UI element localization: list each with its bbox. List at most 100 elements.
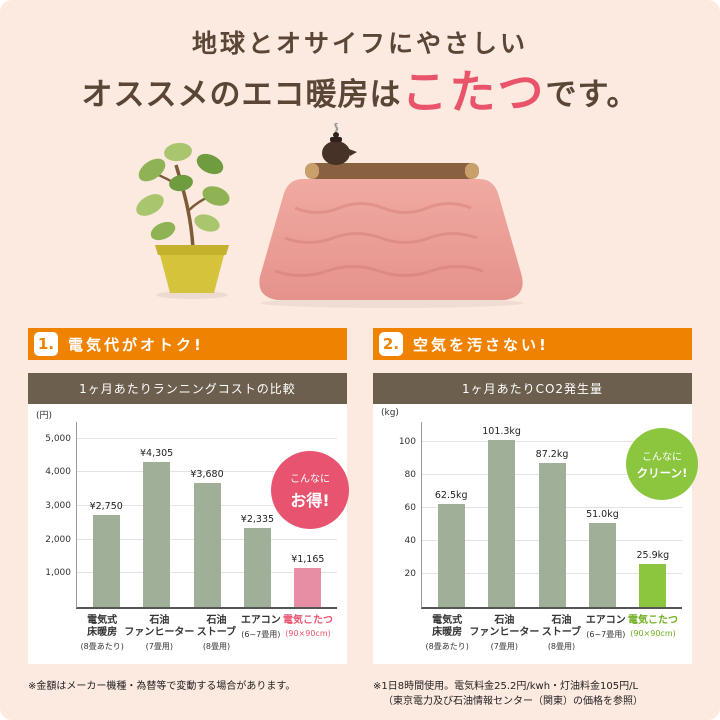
category-name: エアコン [240, 615, 281, 626]
y-axis-tick-label: 60 [404, 502, 416, 513]
bar [243, 528, 271, 607]
category-label: エアコン (6~7畳用) [239, 615, 283, 652]
gridline [77, 471, 337, 473]
cost-bar-chart: (円) 1,000 2,000 3,000 4,000 5,000 ¥2,750 ¥4,305… [28, 404, 347, 656]
blanket-texture [274, 202, 484, 277]
category-note: (7畳用) [145, 642, 173, 651]
bar [488, 439, 516, 607]
teapot-icon [322, 132, 357, 165]
category-name: 石油 ストーブ [541, 615, 582, 638]
y-axis-tick-label: 1,000 [45, 568, 71, 579]
headline-main: オススメのエコ暖房はこたつです。 [0, 68, 720, 119]
clean-badge-line1: こんなに [642, 451, 682, 463]
category-name: 石油 ストーブ [196, 615, 237, 638]
gridline [77, 437, 337, 439]
headline-suffix: です。 [545, 77, 639, 113]
y-axis-tick-label: 80 [404, 469, 416, 480]
bar-column: 62.5kg [426, 422, 476, 607]
bar [437, 503, 465, 607]
savings-badge-line1: こんなに [290, 473, 330, 485]
bar-column: ¥3,680 [182, 422, 232, 607]
category-name: 電気こたつ [627, 615, 678, 626]
kotatsu-table-illustration [259, 122, 524, 308]
bar [639, 564, 667, 607]
y-axis-tick-label: 5,000 [45, 433, 71, 444]
y-axis-tick-label: 20 [404, 568, 416, 579]
cost-chart-title: 1ヶ月あたりランニングコストの比較 [28, 373, 347, 404]
gridline [422, 440, 682, 442]
bar-column: ¥4,305 [131, 422, 181, 607]
bar-value-label: ¥2,335 [240, 514, 275, 526]
bar-column: ¥1,165 [283, 422, 333, 607]
bar-column: 87.2kg [527, 422, 577, 607]
category-note: (8畳用) [547, 642, 576, 651]
kotatsu-scene-illustration [136, 122, 524, 308]
cost-chart-card: 1ヶ月あたりランニングコストの比較 (円) 1,000 2,000 3,000 4,00… [28, 373, 347, 664]
y-axis-tick-label: 40 [404, 535, 416, 546]
section-2-title: 空気を汚さない! [413, 335, 549, 354]
category-label: 電気こたつ (90×90cm) [628, 615, 678, 652]
bar-value-label: ¥3,680 [190, 469, 224, 481]
co2-footnote: ※1日8時間使用。電気料金25.2円/kwh・灯油料金105円/L （東京電力及… [373, 679, 692, 709]
bar-value-label: ¥4,305 [139, 448, 174, 460]
category-label: エアコン (6~7畳用) [584, 615, 628, 652]
co2-bar-chart: (kg) 20 40 60 80 100 62.5kg 101.3kg 87.2kg 51.0kg… [373, 404, 692, 656]
section-electricity-cost: 1. 電気代がオトク! 1ヶ月あたりランニングコストの比較 (円) 1,000 2,… [28, 328, 349, 709]
bar [143, 462, 171, 607]
savings-badge-line2: お得! [290, 490, 330, 510]
bar [538, 462, 566, 607]
y-axis-unit: (円) [36, 411, 53, 421]
bar-column: ¥2,335 [232, 422, 282, 607]
category-label: 電気式 床暖房 (8畳あたり) [80, 615, 124, 652]
category-label: 石油 ファンヒーター (7畳用) [469, 615, 539, 652]
co2-footnote-line2: （東京電力及び石油情報センター（関東）の価格を参照） [383, 696, 643, 707]
plot-area: 1,000 2,000 3,000 4,000 5,000 ¥2,750 ¥4,305 ¥3,… [45, 422, 337, 609]
clean-badge: こんなに クリーン! [626, 428, 698, 500]
bar-value-label: 87.2kg [535, 448, 569, 460]
category-label: 電気式 床暖房 (8畳あたり) [425, 615, 469, 652]
bar-value-label: ¥1,165 [291, 553, 325, 565]
clean-badge-line2: クリーン! [636, 465, 688, 480]
bar-column: 101.3kg [476, 422, 526, 607]
category-note: (90×90cm) [285, 629, 331, 638]
section-2-number-badge: 2. [379, 332, 403, 356]
category-note: (8畳用) [202, 642, 231, 651]
bar [193, 483, 221, 607]
category-label: 電気こたつ (90×90cm) [283, 615, 333, 652]
y-axis-tick-label: 100 [398, 436, 416, 447]
y-axis-unit: (kg) [381, 408, 399, 418]
co2-footnote-line1: ※1日8時間使用。電気料金25.2円/kwh・灯油料金105円/L [373, 681, 639, 692]
y-axis-tick-label: 3,000 [45, 501, 71, 512]
y-axis-tick-label: 2,000 [45, 534, 71, 545]
bar-value-label: 25.9kg [636, 550, 670, 562]
headline-sub: 地球とオサイフにやさしい [191, 29, 528, 58]
section-2-banner: 2. 空気を汚さない! [373, 328, 692, 360]
illustration [0, 122, 720, 308]
bar-value-label: ¥2,750 [89, 500, 123, 512]
section-2-number: 2. [382, 335, 400, 353]
bar [92, 514, 120, 607]
category-name: 電気式 床暖房 [87, 615, 118, 638]
cost-footnote: ※金額はメーカー機種・為替等で変動する場合があります。 [28, 681, 296, 692]
bar [294, 567, 322, 607]
bar-value-label: 101.3kg [482, 425, 521, 437]
steam-icon [334, 122, 339, 132]
section-1-number-badge: 1. [34, 332, 58, 356]
category-name: 電気こたつ [282, 615, 333, 626]
bars-group: ¥2,750 ¥4,305 ¥3,680 ¥2,335 ¥1,165 [77, 422, 337, 607]
section-1-banner: 1. 電気代がオトク! [28, 328, 347, 360]
headline-highlight-kotatsu: こたつ [401, 65, 546, 119]
category-label: 石油 ストーブ (8畳用) [194, 615, 238, 652]
category-name: 電気式 床暖房 [432, 615, 463, 638]
category-name: 石油 ファンヒーター [469, 615, 540, 638]
co2-chart-title: 1ヶ月あたりCO2発生量 [373, 373, 692, 404]
category-note: (7畳用) [490, 642, 518, 651]
bar-column: ¥2,750 [81, 422, 131, 607]
bar-value-label: 51.0kg [586, 508, 619, 520]
x-axis-labels: 電気式 床暖房 (8畳あたり) 石油 ファンヒーター (7畳用) 石油 ストーブ (8畳用) エア… [421, 609, 682, 652]
category-name: 石油 ファンヒーター [124, 615, 195, 638]
bar-column: 25.9kg [628, 422, 678, 607]
x-axis-labels: 電気式 床暖房 (8畳あたり) 石油 ファンヒーター (7畳用) 石油 ストーブ (8畳用) エア… [76, 609, 337, 652]
category-label: 石油 ストーブ (8畳用) [539, 615, 583, 652]
